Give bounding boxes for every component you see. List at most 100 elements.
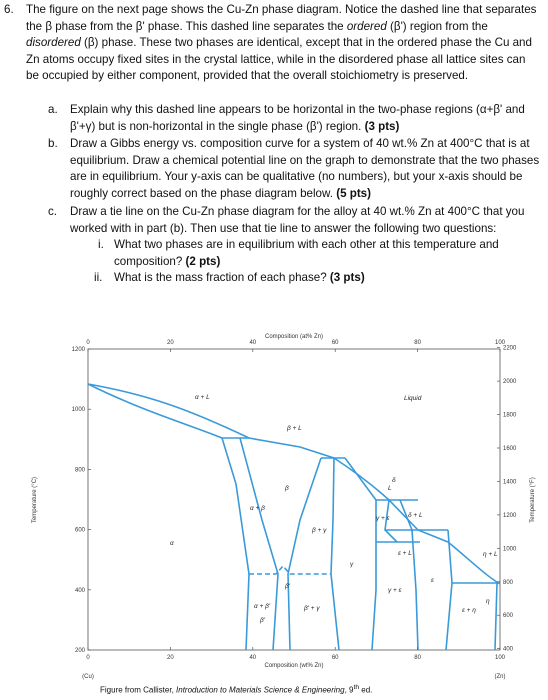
order-disorder-line — [249, 564, 331, 575]
points: (3 pts) — [329, 271, 365, 284]
top-tick-label: 80 — [414, 340, 421, 346]
plot-frame — [87, 348, 501, 651]
question-number: 6. — [4, 3, 14, 16]
epsilon-left — [411, 529, 419, 651]
beta-right-boundary — [287, 457, 322, 651]
region-label: L — [388, 485, 392, 492]
top-tick-label: 40 — [249, 340, 256, 346]
top-tick-label: 100 — [495, 340, 506, 346]
region-label: β' — [284, 583, 291, 590]
subpart-label: ii. — [94, 271, 103, 284]
region-label: α — [170, 540, 174, 547]
text: Introduction to Materials Science & Engi… — [176, 685, 345, 695]
part-text: Explain why this dashed line appears to … — [70, 102, 544, 135]
top-tick-label: 0 — [86, 340, 90, 346]
left-tick-label: 600 — [75, 528, 86, 534]
region-label: δ — [392, 477, 396, 484]
region-label: β' — [259, 617, 266, 624]
top-tick-label: 60 — [332, 340, 339, 346]
region-label: γ + ε — [376, 515, 390, 522]
right-tick-label: 800 — [503, 580, 514, 586]
bottom-tick-label: 80 — [414, 655, 421, 661]
right-tick-label: 1000 — [503, 546, 517, 552]
cu-label: (Cu) — [82, 674, 94, 680]
alpha-boundary — [221, 437, 250, 651]
bottom-tick-label: 40 — [249, 655, 256, 661]
bottom-axis-title: Composition (wt% Zn) — [264, 663, 323, 669]
text: Draw a Gibbs energy vs. composition curv… — [70, 137, 540, 200]
points: (3 pts) — [364, 119, 400, 133]
region-label: β + γ — [311, 527, 327, 534]
text: What two phases are in equilibrium with … — [114, 238, 499, 268]
right-tick-label: 2000 — [503, 379, 517, 385]
part-label: a. — [48, 103, 58, 116]
part-text: Draw a tie line on the Cu-Zn phase diagr… — [70, 205, 525, 235]
region-label: η + L — [483, 551, 498, 558]
text: (β') region from the — [386, 19, 488, 33]
bottom-tick-label: 100 — [495, 655, 506, 661]
subpart-text: What two phases are in equilibrium with … — [114, 237, 539, 270]
eta-solvus — [494, 582, 498, 651]
zn-label: (Zn) — [495, 674, 506, 680]
region-label: ε + η — [462, 607, 476, 614]
points: (2 pts) — [185, 254, 221, 268]
right-tick-label: 1800 — [503, 413, 517, 419]
text: th — [353, 684, 360, 691]
region-label: α + L — [195, 394, 210, 401]
left-tick-label: 800 — [75, 467, 86, 473]
text: The figure on the next page shows the Cu… — [26, 3, 537, 33]
region-label: α + β' — [254, 603, 271, 610]
left-axis-title: Temperature (°C) — [32, 477, 38, 523]
text: ed. — [359, 685, 373, 695]
left-tick-label: 1000 — [72, 407, 86, 413]
gamma-left-boundary — [330, 457, 340, 651]
part-label: c. — [48, 205, 58, 218]
top-tick-label: 20 — [167, 340, 174, 346]
points: (5 pts) — [336, 186, 371, 200]
right-tick-label: 1400 — [503, 479, 517, 485]
right-tick-label: 1200 — [503, 513, 517, 519]
left-tick-label: 200 — [75, 648, 86, 654]
liquidus — [87, 383, 501, 585]
region-label: γ + ε — [388, 587, 402, 594]
beta-left-boundary — [239, 437, 279, 651]
region-label: ε + L — [398, 550, 412, 557]
ticks: 0 20 40 60 80 1000 20 40 60 80 1002004006008001000… — [72, 340, 517, 661]
gamma-right-boundary — [344, 457, 377, 651]
text: Figure from Callister, — [100, 685, 177, 695]
region-label: η — [486, 598, 490, 605]
part-text: Draw a Gibbs energy vs. composition curv… — [70, 136, 544, 202]
top-axis-title: Composition (at% Zn) — [265, 334, 323, 340]
text: (β) phase. These two phases are identica… — [26, 36, 532, 83]
part-label: b. — [48, 137, 58, 150]
left-tick-label: 1200 — [72, 347, 86, 353]
figure-caption: Figure from Callister, Introduction to M… — [100, 682, 372, 697]
text: , 9 — [344, 685, 354, 695]
right-axis-title: Temperature (°F) — [530, 477, 536, 522]
text: Explain why this dashed line appears to … — [70, 103, 525, 133]
region-label: γ — [350, 561, 354, 568]
solidus — [87, 383, 223, 439]
question-intro: The figure on the next page shows the Cu… — [26, 2, 541, 85]
region-label: β — [284, 485, 289, 492]
text: ordered — [346, 19, 387, 33]
subpart-label: i. — [98, 238, 104, 251]
text: disordered — [26, 36, 81, 50]
epsilon-right — [445, 529, 453, 651]
right-tick-label: 1600 — [503, 446, 517, 452]
left-tick-label: 400 — [75, 588, 86, 594]
right-tick-label: 600 — [503, 613, 514, 619]
region-label: δ + L — [408, 512, 423, 519]
subpart-text: What is the mass fraction of each phase?… — [114, 270, 539, 287]
region-label: Liquid — [404, 395, 422, 402]
delta-right — [399, 499, 413, 531]
text: What is the mass fraction of each phase? — [114, 271, 327, 284]
bottom-tick-label: 60 — [332, 655, 339, 661]
region-label: β + L — [286, 425, 302, 432]
right-tick-label: 2200 — [503, 346, 517, 352]
bottom-tick-label: 0 — [86, 655, 90, 661]
region-label: α + β — [250, 505, 265, 512]
right-tick-label: 400 — [503, 647, 514, 653]
